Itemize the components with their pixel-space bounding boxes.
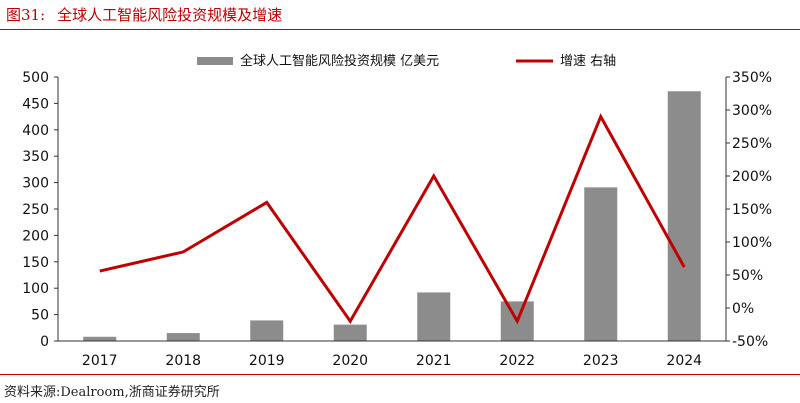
x-tick-label: 2017 [82,353,118,369]
chart: 全球人工智能风险投资规模 亿美元 增速 右轴 0 50 100 150 200 250 300… [22,53,772,369]
x-tick-label: 2023 [583,353,619,369]
left-tick-label: 250 [22,202,49,218]
left-tick-label: 450 [22,96,49,112]
legend-bar-swatch [197,57,233,65]
left-tick-label: 350 [22,149,49,165]
legend: 全球人工智能风险投资规模 亿美元 增速 右轴 [197,53,616,69]
x-tick-label: 2021 [416,353,452,369]
figure-number: 图31: [6,6,46,24]
right-tick-label: 200% [732,169,772,185]
figure-title: 图31: 全球人工智能风险投资规模及增速 [6,4,282,25]
x-tick-label: 2022 [499,353,535,369]
x-tick-label: 2019 [249,353,285,369]
left-tick-label: 100 [22,281,49,297]
left-tick-label: 500 [22,70,49,86]
bar-2017 [83,336,117,341]
left-tick-label: 50 [31,308,49,324]
legend-label-line: 增速 右轴 [560,54,616,69]
bar-2019 [250,320,284,341]
x-tick-label: 2018 [165,353,201,369]
bottom-rule [0,374,800,375]
bar-2021 [417,292,451,341]
x-tick-label: 2024 [666,353,702,369]
legend-label-bar: 全球人工智能风险投资规模 亿美元 [240,53,439,69]
right-tick-label: 150% [732,202,772,218]
figure-title-text: 全球人工智能风险投资规模及增速 [57,6,283,24]
growth-line [99,113,686,325]
bar-2023 [584,187,618,341]
right-tick-label: 300% [732,103,772,119]
bar-2018 [166,333,200,341]
x-tick-label: 2020 [332,353,368,369]
top-rule [0,29,800,30]
right-tick-label: 0% [732,301,754,317]
left-tick-label: 150 [22,255,49,271]
bar-2020 [333,324,367,341]
right-tick-label: 100% [732,235,772,251]
left-tick-label: 300 [22,176,49,192]
axes: 0 50 100 150 200 250 300 350 400 450 500 -50% 0% 50% 1… [22,70,772,369]
right-tick-label: 250% [732,136,772,152]
bar-series [83,91,701,341]
left-tick-label: 0 [40,334,49,350]
source-note: 资料来源:Dealroom,浙商证券研究所 [4,385,220,400]
left-tick-label: 200 [22,228,49,244]
line-series [99,113,686,325]
right-tick-label: 50% [732,268,763,284]
bar-2024 [667,91,701,341]
right-tick-label: -50% [732,334,768,350]
right-tick-label: 350% [732,70,772,86]
left-tick-label: 400 [22,123,49,139]
